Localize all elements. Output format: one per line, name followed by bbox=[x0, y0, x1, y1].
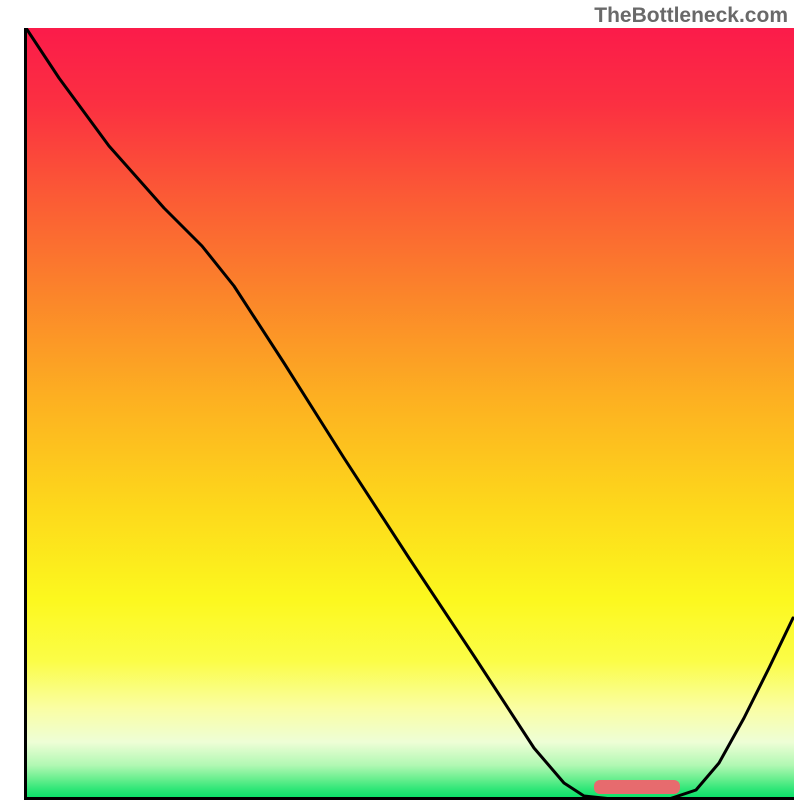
y-axis bbox=[24, 28, 27, 800]
chart-container: TheBottleneck.com bbox=[0, 0, 800, 800]
bottleneck-curve bbox=[26, 28, 793, 799]
curve-layer bbox=[24, 28, 794, 800]
watermark-text: TheBottleneck.com bbox=[594, 4, 788, 28]
plot-area bbox=[24, 28, 794, 800]
optimal-range-marker bbox=[594, 780, 680, 794]
